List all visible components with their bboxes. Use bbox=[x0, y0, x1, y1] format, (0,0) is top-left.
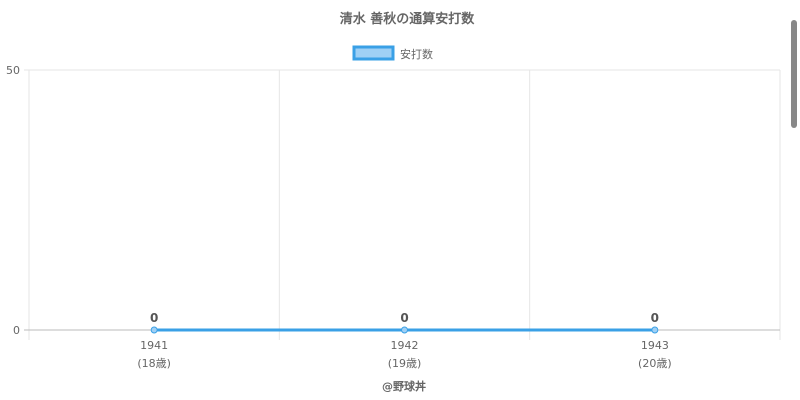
x-tick-sublabel: (18歳) bbox=[137, 357, 171, 370]
data-label: 0 bbox=[651, 311, 659, 325]
data-point bbox=[651, 326, 659, 334]
data-point bbox=[150, 326, 158, 334]
data-label: 0 bbox=[150, 311, 158, 325]
y-tick-label: 0 bbox=[13, 324, 20, 337]
legend[interactable]: 安打数 bbox=[352, 45, 433, 61]
scrollbar[interactable] bbox=[791, 20, 797, 128]
chart-title: 清水 善秋の通算安打数 bbox=[340, 11, 476, 27]
x-tick-label: 1942 bbox=[391, 339, 419, 352]
x-tick-sublabel: (20歳) bbox=[638, 357, 672, 370]
x-tick-sublabel: (19歳) bbox=[388, 357, 422, 370]
x-tick-label: 1943 bbox=[641, 339, 669, 352]
y-tick-label: 50 bbox=[6, 64, 20, 77]
legend-swatch bbox=[352, 45, 395, 61]
x-tick-label: 1941 bbox=[140, 339, 168, 352]
footer-credit: @野球丼 bbox=[382, 379, 426, 393]
legend-label: 安打数 bbox=[400, 47, 433, 61]
data-label: 0 bbox=[400, 311, 408, 325]
data-point bbox=[401, 326, 408, 334]
